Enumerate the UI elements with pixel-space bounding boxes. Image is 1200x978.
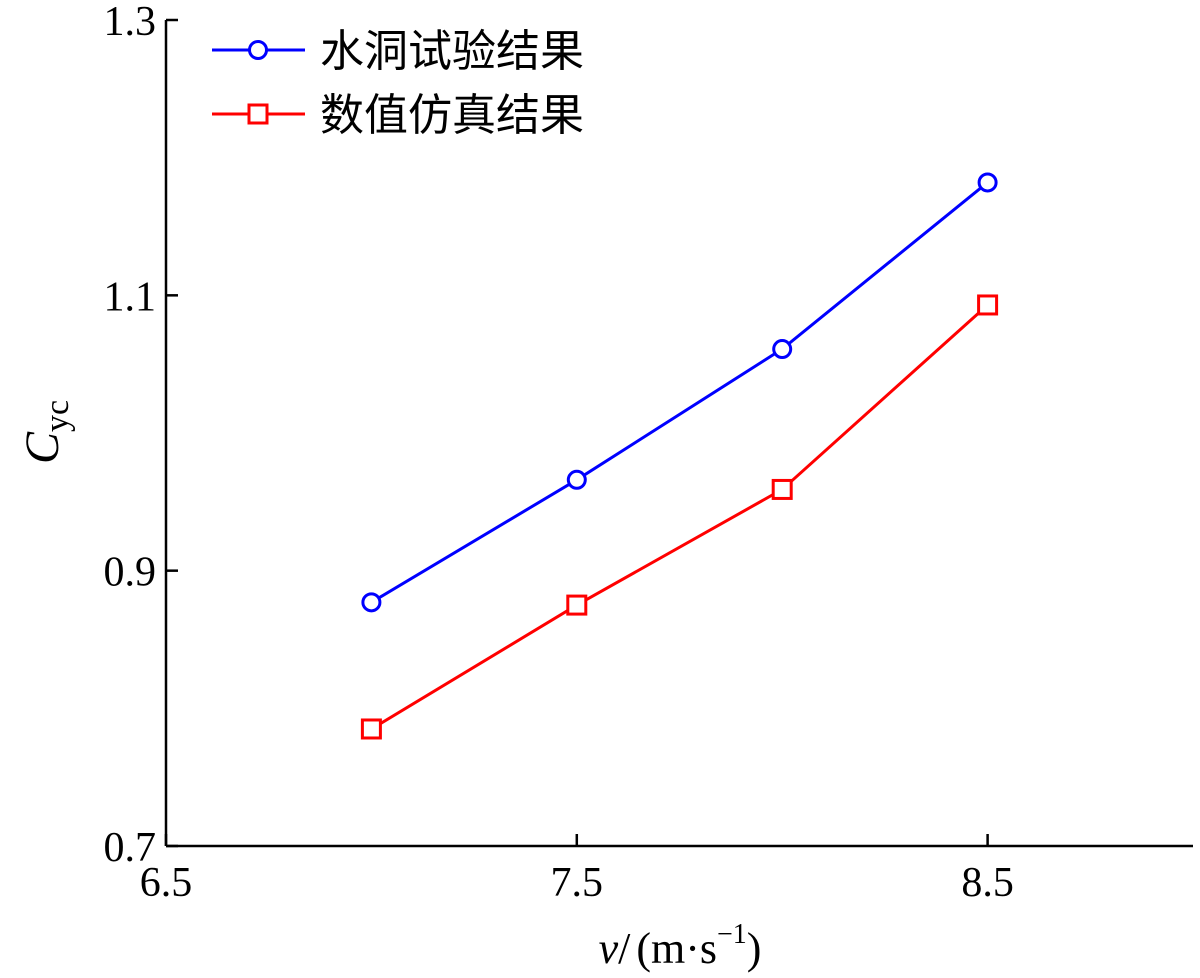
series-2-point bbox=[977, 294, 999, 316]
plot-area bbox=[164, 20, 1193, 848]
y-axis-title: Cyc bbox=[16, 400, 76, 464]
y-tick-label: 0.9 bbox=[104, 550, 157, 596]
series-layer bbox=[360, 172, 999, 740]
series-2-point bbox=[360, 718, 382, 740]
x-axis-title-unit: (m·s bbox=[636, 924, 717, 973]
x-axis-title-var: v bbox=[599, 924, 619, 973]
x-axis-title-slash: / bbox=[618, 924, 631, 973]
x-ticks: 6.5 7.5 8.5 bbox=[140, 834, 1014, 906]
x-axis-title: v/(m·s−1) bbox=[599, 919, 762, 973]
series-1-point bbox=[772, 339, 793, 360]
legend-label-1: 水洞试验结果 bbox=[320, 26, 584, 77]
legend-label-2: 数值仿真结果 bbox=[320, 90, 584, 141]
y-axis-title-sub: yc bbox=[39, 400, 76, 432]
legend-marker-1 bbox=[248, 40, 268, 60]
x-tick-label: 6.5 bbox=[140, 860, 193, 906]
legend-marker-2 bbox=[247, 103, 269, 125]
series-1-point bbox=[566, 469, 587, 490]
x-tick-label: 8.5 bbox=[961, 860, 1014, 906]
series-2-point bbox=[566, 594, 588, 616]
y-axis-title-main: C bbox=[16, 431, 69, 464]
x-axis-title-close: ) bbox=[747, 924, 762, 973]
x-tick-label: 7.5 bbox=[551, 860, 604, 906]
x-axis-title-exp: −1 bbox=[717, 919, 747, 950]
y-ticks: 0.7 0.9 1.1 1.3 bbox=[104, 0, 178, 871]
y-tick-label: 0.7 bbox=[104, 825, 157, 871]
series-line-2 bbox=[370, 303, 989, 731]
legend: 水洞试验结果 数值仿真结果 bbox=[212, 26, 584, 141]
series-1-point bbox=[361, 592, 382, 613]
y-tick-label: 1.3 bbox=[104, 0, 157, 45]
series-1-point bbox=[977, 172, 998, 193]
y-tick-label: 1.1 bbox=[104, 274, 157, 320]
series-line-1 bbox=[370, 181, 989, 604]
series-2-point bbox=[771, 478, 793, 500]
